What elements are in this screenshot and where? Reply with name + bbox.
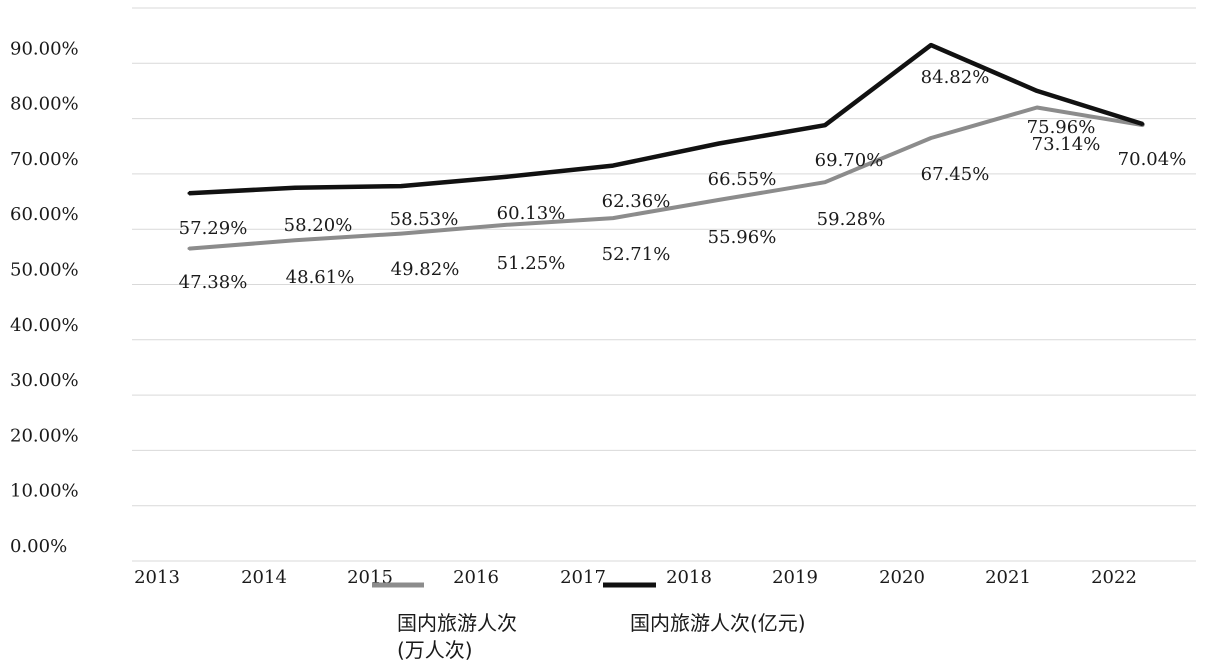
data-point [293,186,297,190]
data-point [187,247,191,251]
data-point [187,191,191,195]
data-point [1035,89,1039,93]
y-tick-label: 0.00% [10,536,67,557]
x-tick-label: 2022 [1091,567,1137,588]
data-label: 52.71% [602,244,671,265]
data-point [717,141,721,145]
data-point [611,164,615,168]
data-point [399,232,403,236]
x-tick-label: 2021 [985,567,1031,588]
data-point [505,223,509,227]
legend-label: (万人次) [397,638,473,662]
data-labels: 47.38% 48.61% 49.82% 51.25% 52.71% 55.96% 59.2… [179,67,1187,293]
grid-lines [132,7,1196,562]
data-point [929,43,933,47]
data-label: 70.04% [1118,149,1187,170]
y-tick-label: 50.00% [10,260,79,281]
data-point [293,238,297,242]
data-point [611,216,615,220]
series-line [188,105,1144,251]
data-point [505,175,509,179]
data-label: 51.25% [497,253,566,274]
y-tick-label: 40.00% [10,315,79,336]
data-label: 84.82% [921,67,990,88]
data-label: 73.14% [1032,134,1101,155]
data-label: 48.61% [286,267,355,288]
data-label: 47.38% [179,272,248,293]
x-tick-label: 2019 [772,567,818,588]
data-point [399,184,403,188]
data-label: 58.20% [284,215,353,236]
series-line [188,42,1144,196]
data-label: 62.36% [602,191,671,212]
data-label: 55.96% [708,227,777,248]
y-tick-label: 80.00% [10,94,79,115]
y-axis-ticks: 0.00% 10.00% 20.00% 30.00% 40.00% 50.00% 60.00… [10,38,79,557]
series-lines [187,42,1145,251]
data-point [1141,122,1145,126]
y-tick-label: 60.00% [10,204,79,225]
data-label: 60.13% [497,203,566,224]
y-tick-label: 90.00% [10,38,79,59]
x-tick-label: 2017 [560,567,606,588]
legend-label: 国内旅游人次(亿元) [630,611,806,635]
x-tick-label: 2018 [666,567,712,588]
data-label: 57.29% [179,218,248,239]
data-label: 66.55% [708,169,777,190]
data-label: 59.28% [817,209,886,230]
data-label: 58.53% [390,209,459,230]
legend-label: 国内旅游人次 [397,611,517,635]
x-tick-label: 2020 [879,567,925,588]
x-axis-ticks: 2013 2014 2015 2016 2017 2018 2019 2020 2021 2022 [134,567,1137,588]
data-point [823,123,827,127]
x-tick-label: 2013 [134,567,180,588]
data-label: 49.82% [391,259,460,280]
x-tick-label: 2014 [241,567,287,588]
data-label: 67.45% [921,164,990,185]
legend: 国内旅游人次 (万人次) 国内旅游人次(亿元) [372,582,806,662]
data-label: 75.96% [1027,117,1096,138]
data-label: 69.70% [815,150,884,171]
data-point [717,198,721,202]
y-tick-label: 10.00% [10,481,79,502]
data-point [1035,106,1039,110]
y-tick-label: 70.00% [10,149,79,170]
data-point [929,136,933,140]
data-point [823,180,827,184]
x-tick-label: 2016 [453,567,499,588]
y-tick-label: 30.00% [10,370,79,391]
y-tick-label: 20.00% [10,425,79,446]
